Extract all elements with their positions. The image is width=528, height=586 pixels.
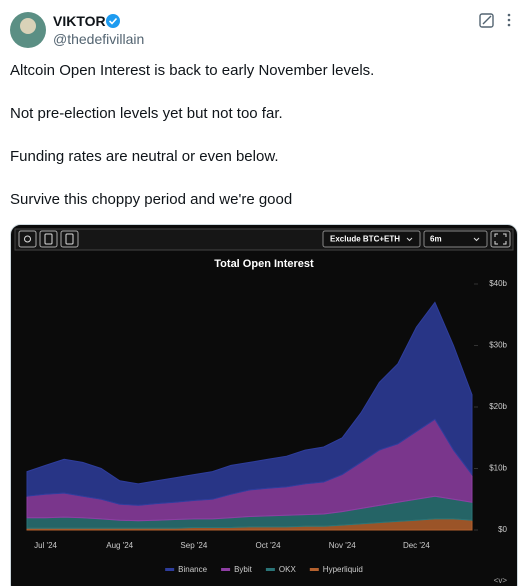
y-tick-label: $30b (489, 341, 507, 350)
dropdown-caret (473, 237, 480, 242)
x-tick-label: Dec '24 (403, 541, 430, 550)
author-handle[interactable]: @thedefivillain (53, 31, 145, 47)
tweet-text: Funding rates are neutral or even below. (10, 148, 279, 165)
fullscreen-button[interactable] (490, 230, 511, 248)
legend-label: Bybit (234, 565, 253, 574)
legend-label: OKX (279, 565, 297, 574)
legend-swatch (265, 568, 275, 571)
range-label: 6m (430, 235, 442, 244)
more-icon (507, 13, 511, 17)
tweet-text: Not pre-election levels yet but not too … (10, 105, 283, 122)
legend-swatch (221, 568, 231, 571)
camera-icon (24, 235, 31, 243)
legend-swatch (309, 568, 319, 571)
camera-button[interactable] (18, 230, 37, 248)
more-icon (507, 23, 511, 27)
grok-icon[interactable] (479, 13, 494, 28)
area-series (26, 301, 473, 506)
x-tick-label: Aug '24 (106, 541, 133, 550)
chart-title: Total Open Interest (214, 258, 314, 270)
x-tick-label: Oct '24 (255, 541, 281, 550)
y-tick-label: $10b (489, 464, 507, 473)
fullscreen-icon (494, 233, 507, 245)
export-icon (65, 233, 74, 245)
tweet-text: Survive this choppy period and we're goo… (10, 191, 293, 208)
filter-dropdown[interactable] (322, 230, 421, 248)
legend-label: Hyperliquid (323, 565, 363, 574)
avatar-face (20, 18, 36, 34)
legend-label: Binance (178, 565, 207, 574)
x-tick-label: Sep '24 (180, 541, 207, 550)
x-tick-label: Nov '24 (329, 541, 356, 550)
plot: $0 $10b $20b $30b $40b Jul '24 Aug '24 Sep '24 O… (26, 279, 508, 574)
dropdown-caret (406, 237, 413, 242)
tweet-text: Altcoin Open Interest is back to early N… (10, 62, 375, 79)
filter-label: Exclude BTC+ETH (330, 235, 400, 244)
range-dropdown[interactable] (423, 230, 488, 248)
y-tick-label: $0 (498, 525, 507, 534)
verified-badge (106, 14, 120, 28)
header-graphics (10, 12, 511, 48)
copy-icon (44, 233, 53, 245)
y-tick-label: $40b (489, 279, 507, 288)
more-icon[interactable] (507, 18, 511, 22)
y-tick-label: $20b (489, 402, 507, 411)
legend: Binance Bybit OKX Hyperliquid (165, 565, 363, 574)
copy-button[interactable] (39, 230, 58, 248)
author-name[interactable]: VIKTOR (53, 13, 106, 29)
nav-control[interactable]: <v> (494, 576, 508, 585)
export-button[interactable] (60, 230, 79, 248)
x-tick-label: Jul '24 (34, 541, 57, 550)
grok-icon-slash (482, 15, 492, 25)
verified-check (108, 17, 118, 25)
legend-swatch (165, 568, 175, 571)
